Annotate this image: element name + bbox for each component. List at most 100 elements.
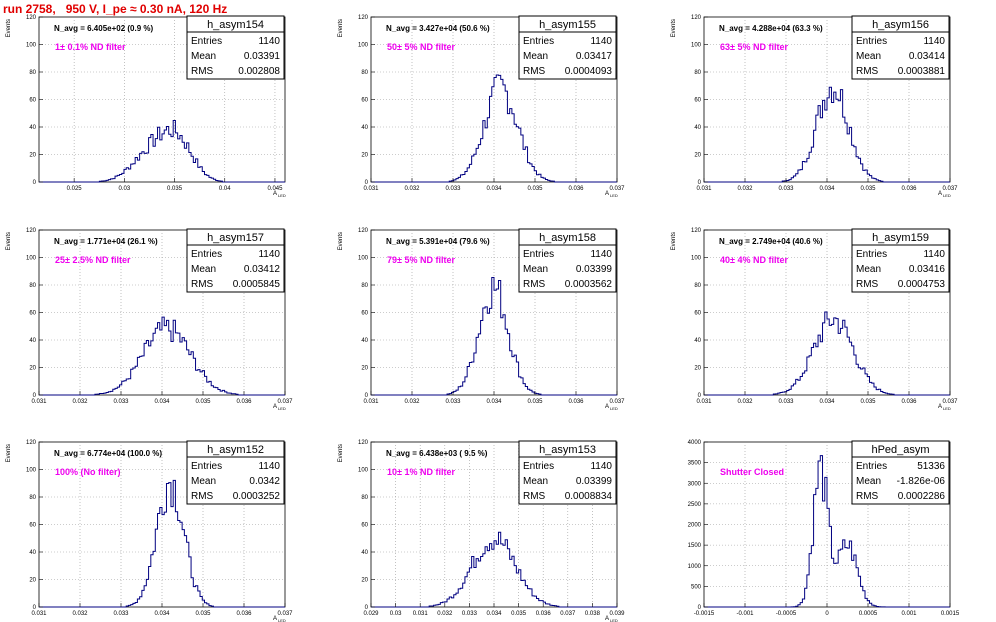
- stats-value: 1140: [923, 249, 945, 260]
- y-tick-label: 40: [29, 125, 36, 131]
- x-tick-label: 0.037: [609, 399, 625, 405]
- y-tick-label: 60: [29, 98, 36, 104]
- stats-title: h_asym154: [207, 19, 264, 31]
- filter-note: 25± 2.5% ND filter: [55, 255, 131, 265]
- x-tick-label: 0.036: [568, 186, 584, 192]
- y-tick-label: 40: [29, 550, 36, 556]
- x-tick-label: -0.0015: [694, 611, 715, 617]
- y-tick-label: 60: [694, 311, 701, 317]
- stats-key: Entries: [191, 249, 222, 260]
- y-tick-label: 120: [358, 228, 369, 234]
- y-tick-label: 80: [361, 283, 368, 289]
- x-axis-sub: LED: [610, 406, 618, 411]
- x-tick-label: 0.035: [195, 399, 211, 405]
- y-tick-label: 100: [26, 256, 37, 262]
- stats-key: RMS: [856, 491, 879, 502]
- navg-label: N_avg = 6.405e+02 (0.9 %): [54, 24, 154, 33]
- y-tick-label: 40: [29, 338, 36, 344]
- histogram-panel: 0.025 0.03 0.035 0.04 0.045 0 20 40 60 80 100 120 Ev…: [6, 15, 286, 198]
- y-tick-label: 40: [361, 550, 368, 556]
- x-axis-label: A: [605, 616, 609, 622]
- y-tick-label: 60: [361, 311, 368, 317]
- filter-note: 40± 4% ND filter: [720, 255, 788, 265]
- x-axis-sub: LED: [278, 406, 286, 411]
- y-tick-label: 1000: [688, 564, 702, 570]
- x-tick-label: -0.0005: [776, 611, 797, 617]
- x-tick-label: 0.036: [901, 186, 917, 192]
- histogram-series: [704, 86, 950, 183]
- y-tick-label: 80: [29, 283, 36, 289]
- histogram-panel: 0.031 0.032 0.033 0.034 0.035 0.036 0.037 0 20 40…: [338, 228, 625, 411]
- x-tick-label: 0.031: [696, 399, 712, 405]
- stats-value: 1140: [258, 461, 280, 472]
- stats-title: h_asym152: [207, 444, 264, 456]
- x-tick-label: 0.033: [778, 399, 794, 405]
- y-tick-label: 20: [361, 578, 368, 584]
- stats-value: 0.0003881: [898, 66, 946, 77]
- y-tick-label: 0: [698, 393, 702, 399]
- stats-key: Mean: [523, 264, 548, 275]
- x-tick-label: 0.036: [236, 611, 252, 617]
- y-tick-label: 100: [358, 468, 369, 474]
- stats-key: Mean: [191, 51, 216, 62]
- y-tick-label: 100: [358, 43, 369, 49]
- x-tick-label: 0.032: [404, 399, 420, 405]
- stats-value: 0.03416: [909, 264, 946, 275]
- y-tick-label: 20: [361, 153, 368, 159]
- y-tick-label: 20: [694, 366, 701, 372]
- stats-key: Entries: [523, 249, 554, 260]
- stats-value: 0.03412: [244, 264, 281, 275]
- navg-label: N_avg = 2.749e+04 (40.6 %): [719, 237, 823, 246]
- y-axis-label: Events: [338, 232, 344, 250]
- x-tick-label: 0.039: [609, 611, 625, 617]
- y-tick-label: 80: [29, 70, 36, 76]
- y-tick-label: 120: [691, 228, 702, 234]
- navg-label: N_avg = 6.438e+03 ( 9.5 %): [386, 449, 488, 458]
- y-tick-label: 40: [361, 125, 368, 131]
- y-tick-label: 20: [29, 366, 36, 372]
- stats-box: [851, 244, 950, 293]
- y-tick-label: 2000: [688, 523, 702, 529]
- y-tick-label: 0: [698, 605, 702, 611]
- navg-label: N_avg = 4.288e+04 (63.3 %): [719, 24, 823, 33]
- x-tick-label: 0.032: [72, 611, 88, 617]
- stats-key: Entries: [856, 249, 887, 260]
- y-tick-label: 2500: [688, 502, 702, 508]
- y-tick-label: 120: [358, 440, 369, 446]
- filter-note: Shutter Closed: [720, 467, 784, 477]
- histogram-series: [39, 119, 285, 183]
- stats-value: 1140: [590, 36, 612, 47]
- y-axis-label: Events: [338, 444, 344, 462]
- x-tick-label: 0.036: [568, 399, 584, 405]
- y-tick-label: 60: [361, 98, 368, 104]
- x-axis-label: A: [605, 404, 609, 410]
- y-tick-label: 100: [358, 256, 369, 262]
- stats-value: 0.002808: [238, 66, 280, 77]
- x-tick-label: 0.035: [195, 611, 211, 617]
- x-tick-label: 0.038: [585, 611, 601, 617]
- stats-key: Entries: [856, 461, 887, 472]
- x-tick-label: 0.033: [113, 611, 129, 617]
- stats-value: 0.03414: [909, 51, 946, 62]
- stats-value: 1140: [590, 249, 612, 260]
- x-tick-label: 0.037: [942, 186, 958, 192]
- x-tick-label: 0.034: [486, 399, 502, 405]
- x-tick-label: 0.001: [901, 611, 917, 617]
- y-tick-label: 120: [26, 440, 37, 446]
- histogram-panel: 0.031 0.032 0.033 0.034 0.035 0.036 0.037 0 20 40…: [671, 228, 958, 411]
- y-tick-label: 100: [691, 256, 702, 262]
- y-tick-label: 120: [358, 15, 369, 21]
- stats-key: Mean: [191, 476, 216, 487]
- y-axis-label: Events: [6, 444, 12, 462]
- y-tick-label: 0: [365, 605, 369, 611]
- stats-value: 0.03417: [576, 51, 613, 62]
- histogram-panel: 0.031 0.032 0.033 0.034 0.035 0.036 0.037 0 20 40…: [6, 440, 293, 622]
- stats-key: Entries: [523, 36, 554, 47]
- x-tick-label: 0.037: [609, 186, 625, 192]
- stats-key: Mean: [523, 51, 548, 62]
- filter-note: 10± 1% ND filter: [387, 467, 455, 477]
- stats-key: RMS: [191, 491, 214, 502]
- x-tick-label: 0.045: [267, 186, 283, 192]
- histogram-series: [39, 316, 285, 396]
- stats-value: 0.0005845: [233, 279, 281, 290]
